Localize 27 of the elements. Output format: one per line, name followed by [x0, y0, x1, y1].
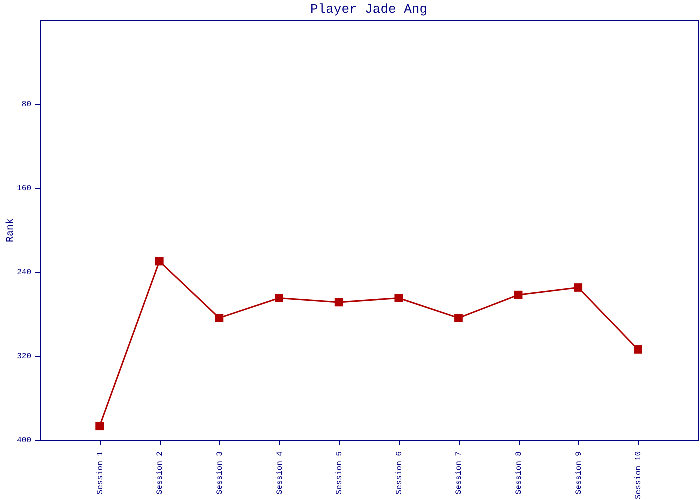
x-tick-label: Session 2 [156, 451, 166, 495]
point [514, 290, 523, 300]
x-tick-label: Session 5 [336, 451, 345, 495]
point [394, 294, 404, 302]
x-tick-label: Session 8 [515, 451, 524, 495]
point [155, 257, 164, 266]
point [275, 294, 284, 302]
x-tick-label: Session 6 [395, 451, 404, 495]
y-axis-title: Rank [5, 218, 18, 243]
point [454, 314, 463, 322]
x-tick-label: Session 4 [276, 451, 285, 495]
x-tick-label: Session 7 [455, 451, 464, 495]
x-tick-label: Session 3 [216, 451, 225, 495]
x-tick-label: Session 10 [634, 451, 644, 500]
y-tick-label: 160 [17, 184, 32, 194]
x-tick-label: Session 1 [96, 451, 106, 495]
x-tick-label: Session 9 [574, 451, 584, 495]
y-tick-label: 240 [17, 268, 32, 278]
y-tick-label: 400 [17, 436, 32, 446]
point [215, 314, 224, 322]
y-tick-label: 80 [22, 100, 32, 110]
y-tick-label: 320 [17, 352, 32, 362]
point [574, 284, 583, 292]
point [334, 298, 344, 307]
point [634, 346, 642, 354]
chart-title: Player Jade Ang [310, 2, 428, 17]
point [96, 422, 104, 431]
